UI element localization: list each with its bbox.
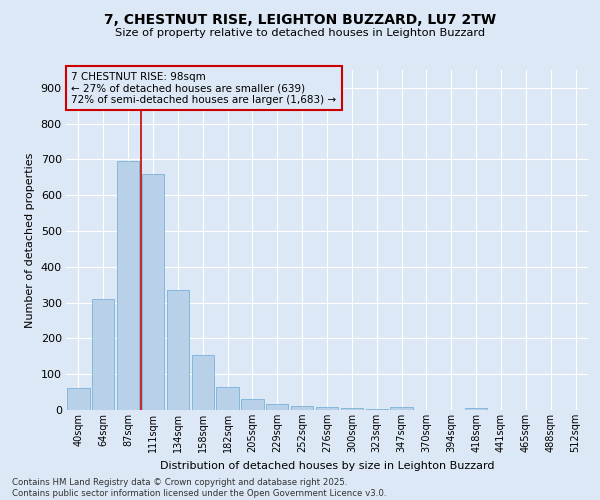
Text: 7 CHESTNUT RISE: 98sqm
← 27% of detached houses are smaller (639)
72% of semi-de: 7 CHESTNUT RISE: 98sqm ← 27% of detached… xyxy=(71,72,337,105)
Text: 7, CHESTNUT RISE, LEIGHTON BUZZARD, LU7 2TW: 7, CHESTNUT RISE, LEIGHTON BUZZARD, LU7 … xyxy=(104,12,496,26)
Bar xyxy=(316,407,338,410)
Bar xyxy=(465,408,487,410)
Bar xyxy=(391,407,413,410)
Bar xyxy=(241,400,263,410)
Y-axis label: Number of detached properties: Number of detached properties xyxy=(25,152,35,328)
Bar xyxy=(167,290,189,410)
Bar xyxy=(217,386,239,410)
Bar xyxy=(142,174,164,410)
Bar xyxy=(266,404,289,410)
Bar xyxy=(191,355,214,410)
Text: Size of property relative to detached houses in Leighton Buzzard: Size of property relative to detached ho… xyxy=(115,28,485,38)
Bar xyxy=(67,388,89,410)
Text: Contains HM Land Registry data © Crown copyright and database right 2025.
Contai: Contains HM Land Registry data © Crown c… xyxy=(12,478,386,498)
Bar xyxy=(92,299,115,410)
Bar xyxy=(117,162,139,410)
Bar xyxy=(291,406,313,410)
X-axis label: Distribution of detached houses by size in Leighton Buzzard: Distribution of detached houses by size … xyxy=(160,460,494,470)
Bar xyxy=(365,409,388,410)
Bar xyxy=(341,408,363,410)
